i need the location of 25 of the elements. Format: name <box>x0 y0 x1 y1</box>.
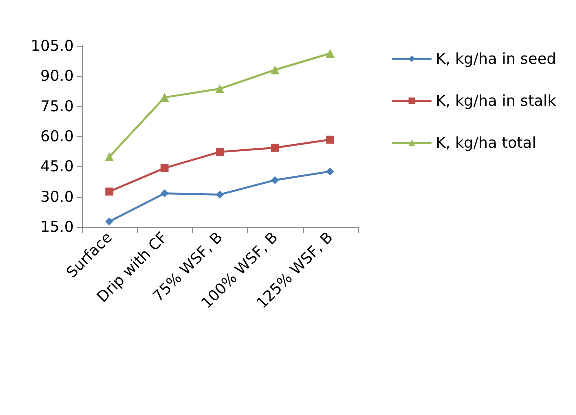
y-tick-label: 60.0 <box>40 128 74 146</box>
y-tick-label: 15.0 <box>40 218 74 236</box>
point <box>216 190 224 199</box>
legend-label: K, kg/ha total <box>436 134 536 152</box>
point <box>326 49 335 58</box>
point <box>270 66 280 75</box>
legend-label: K, kg/ha in stalk <box>436 92 557 110</box>
point <box>326 136 334 144</box>
point <box>271 144 280 152</box>
point <box>271 176 280 184</box>
y-tick-label: 45.0 <box>40 158 74 176</box>
point <box>216 148 224 156</box>
y-tick-label: 90.0 <box>40 67 74 86</box>
point <box>160 93 170 102</box>
legend-label: K, kg/ha in seed <box>436 50 556 68</box>
point <box>216 84 224 94</box>
y-tick-label: 30.0 <box>40 188 74 206</box>
point <box>160 190 169 198</box>
point <box>160 164 169 172</box>
point <box>326 168 334 176</box>
y-tick-label: 75.0 <box>40 97 74 116</box>
point <box>106 218 114 226</box>
point <box>106 188 114 196</box>
point <box>105 152 114 162</box>
y-tick-label: 105.0 <box>31 37 74 55</box>
